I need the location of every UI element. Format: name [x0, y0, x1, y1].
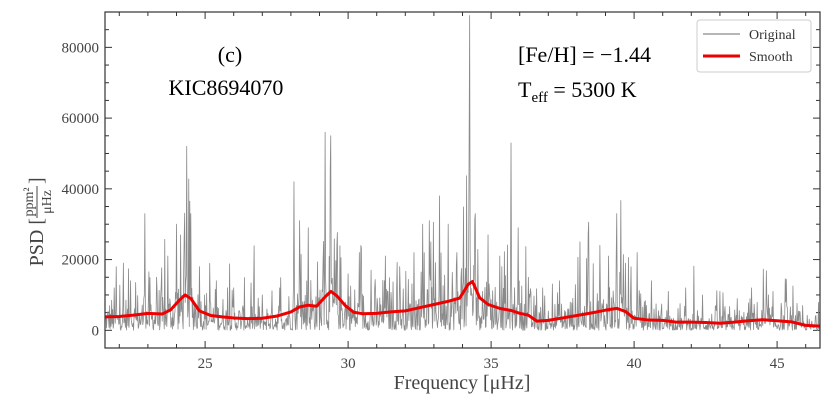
- panel-label: (c): [218, 42, 242, 67]
- x-tick-label: 35: [484, 356, 499, 372]
- metallicity-label: [Fe/H] = −1.44: [518, 42, 651, 67]
- x-tick-label: 30: [341, 356, 356, 372]
- y-tick-label: 20000: [62, 253, 100, 269]
- legend-smooth-label: Smooth: [749, 50, 793, 65]
- y-axis-title-suffix: ]: [26, 177, 48, 184]
- legend-box: [696, 19, 812, 73]
- teff-symbol: T: [518, 77, 532, 102]
- teff-label: Teff = 5300 K: [518, 77, 637, 106]
- x-axis-title: Frequency [μHz]: [394, 372, 531, 394]
- y-tick-label: 80000: [62, 40, 100, 56]
- y-axis-title-denominator: μHz: [40, 190, 55, 214]
- y-axis-ticks: 0 20000 40000 60000 80000: [62, 11, 820, 339]
- teff-value: = 5300 K: [548, 77, 637, 102]
- y-tick-label: 60000: [62, 111, 100, 127]
- original-series-line: [105, 15, 820, 331]
- y-axis-title-prefix: PSD [: [26, 218, 48, 266]
- star-id-label: KIC8694070: [169, 75, 284, 100]
- plot-area-frame: [104, 11, 821, 349]
- x-tick-label: 40: [627, 356, 642, 372]
- y-axis-title-numerator: ppm²: [22, 187, 37, 216]
- legend: Original Smooth: [696, 19, 812, 73]
- y-tick-label: 0: [92, 323, 100, 339]
- x-axis-ticks: 25 30 35 40 45: [118, 12, 807, 372]
- teff-subscript: eff: [531, 90, 547, 106]
- y-axis-title: PSD [ ppm² μHz ]: [22, 177, 55, 266]
- x-tick-label: 45: [770, 356, 785, 372]
- original-series: [105, 15, 820, 331]
- smooth-series-line: [105, 280, 820, 328]
- x-tick-label: 25: [198, 356, 213, 372]
- legend-original-label: Original: [749, 28, 796, 43]
- y-tick-label: 40000: [62, 182, 100, 198]
